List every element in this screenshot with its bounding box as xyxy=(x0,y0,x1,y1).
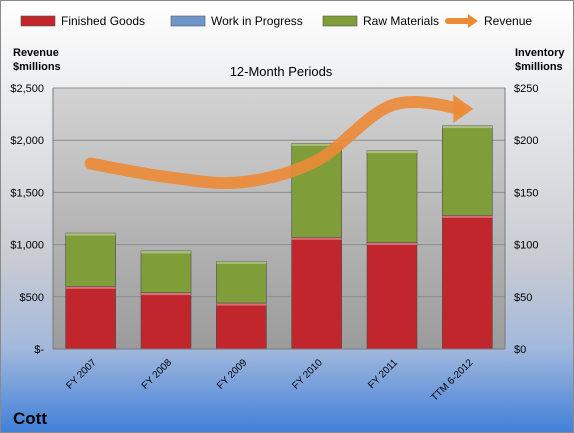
bar-highlight xyxy=(442,125,493,129)
bar-highlight xyxy=(141,250,191,254)
bar-segment xyxy=(140,292,192,350)
legend-label: Revenue xyxy=(484,14,532,28)
bar-segment xyxy=(216,261,267,304)
bar-highlight xyxy=(65,286,116,289)
right-tick-label: $100 xyxy=(514,240,538,252)
legend-arrow-icon xyxy=(468,14,478,28)
revenue-line-path xyxy=(84,96,466,190)
right-tick-label: $250 xyxy=(514,83,538,95)
right-tick-label: $50 xyxy=(514,292,532,304)
bar-highlight xyxy=(291,237,342,240)
legend-swatch xyxy=(322,15,358,27)
left-axis-title-line-2: $millions xyxy=(13,61,61,73)
revenue-line xyxy=(84,94,474,190)
legend-label: Raw Materials xyxy=(363,14,439,28)
bar-highlight xyxy=(442,215,493,218)
plot-area xyxy=(53,88,505,349)
bars xyxy=(65,125,493,350)
right-tick-label: $0 xyxy=(514,344,526,356)
bar-highlight xyxy=(141,292,191,296)
bar-highlight xyxy=(216,261,267,264)
chart-subtitle: 12-Month Periods xyxy=(230,64,333,79)
bar-highlight xyxy=(367,242,417,246)
legend-swatch xyxy=(170,15,206,27)
company-name: Cott xyxy=(13,409,47,428)
bar-segment xyxy=(442,215,493,350)
bar-segment xyxy=(140,250,192,293)
bar-segment xyxy=(366,242,418,350)
bar-highlight xyxy=(367,150,417,154)
left-tick-label: $2,000 xyxy=(10,135,44,147)
grid-lines xyxy=(53,87,505,298)
left-tick-label: $1,000 xyxy=(10,240,44,252)
right-axis-title-line-2: $millions xyxy=(515,61,563,73)
bar-segment xyxy=(291,236,342,350)
left-tick-label: $- xyxy=(34,344,44,356)
legend-label: Work in Progress xyxy=(211,14,303,28)
bar-highlight xyxy=(291,143,342,146)
right-axis-title-line-1: Inventory xyxy=(515,47,565,59)
right-tick-label: $200 xyxy=(514,135,538,147)
bar-segment xyxy=(65,232,116,287)
bar-segment xyxy=(65,286,116,350)
left-axis-title-line-1: Revenue xyxy=(13,47,59,59)
legend-label: Finished Goods xyxy=(61,14,145,28)
left-tick-label: $500 xyxy=(20,292,44,304)
right-tick-label: $150 xyxy=(514,187,538,199)
legend: Finished Goods Work in Progress Raw Materi… xyxy=(20,14,532,28)
bar-segment xyxy=(442,125,493,216)
left-tick-label: $1,500 xyxy=(10,187,44,199)
bar-segment xyxy=(366,150,418,243)
revenue-arrowhead xyxy=(453,94,474,123)
bar-segment xyxy=(216,302,267,350)
bar-highlight xyxy=(216,303,267,306)
legend-swatch xyxy=(20,15,56,27)
bar-highlight xyxy=(65,233,116,236)
left-tick-label: $2,500 xyxy=(10,83,44,95)
